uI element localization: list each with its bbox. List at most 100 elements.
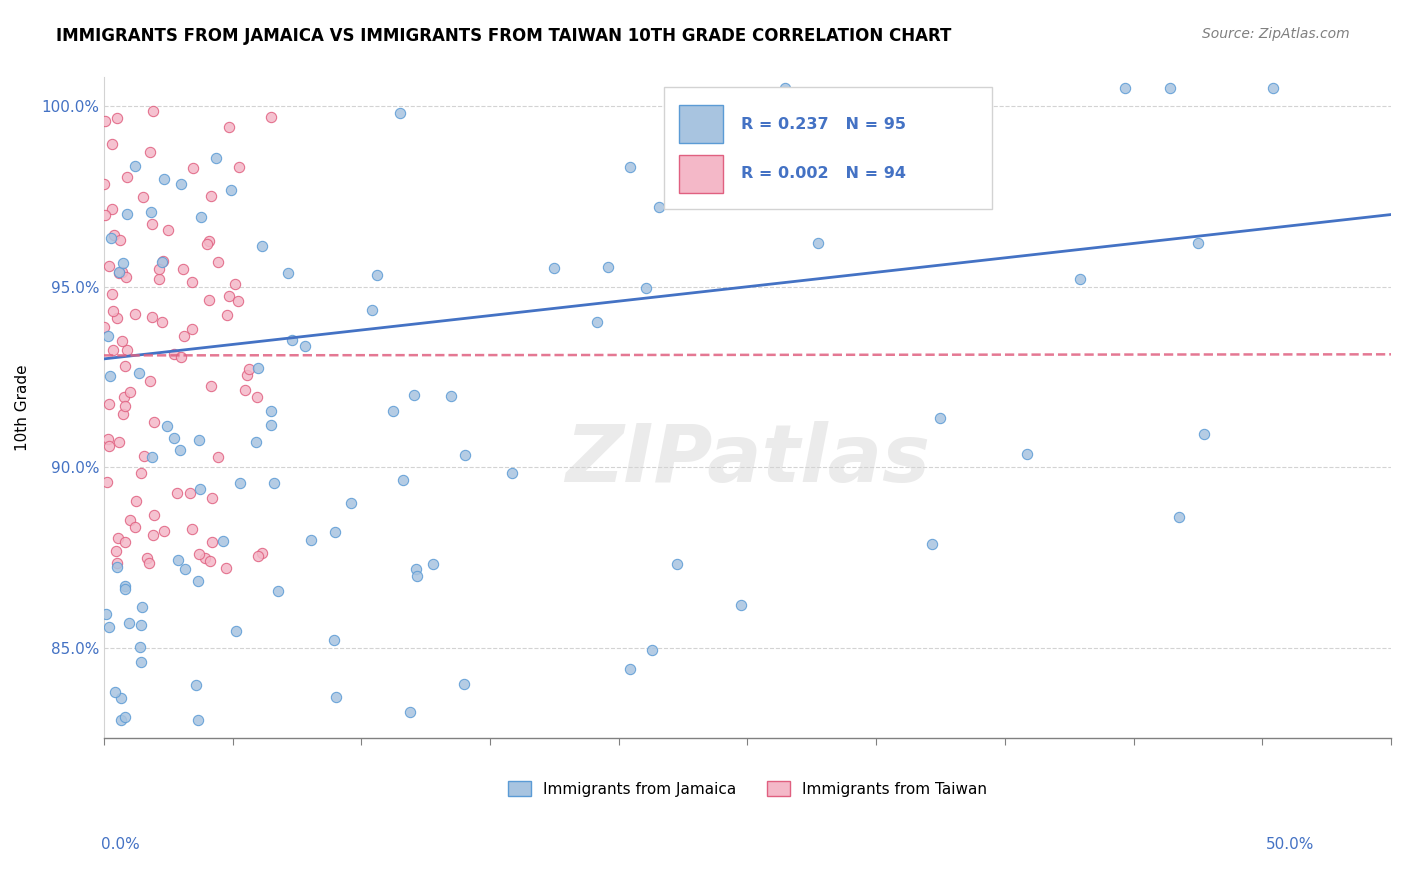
Point xyxy=(93,177,115,191)
Point xyxy=(114,399,136,413)
Point xyxy=(181,275,204,289)
Point xyxy=(187,433,209,447)
Point xyxy=(181,522,204,536)
Point xyxy=(115,170,138,185)
Point xyxy=(228,475,250,490)
Point xyxy=(97,440,120,454)
Point xyxy=(112,255,135,269)
Point xyxy=(139,205,162,219)
Point xyxy=(105,557,128,571)
Point xyxy=(124,307,146,321)
Point xyxy=(340,496,363,510)
Point xyxy=(128,366,150,380)
Point xyxy=(235,368,257,383)
Point xyxy=(281,333,304,347)
Point xyxy=(115,207,138,221)
Point xyxy=(93,319,115,334)
Point xyxy=(100,231,122,245)
Point xyxy=(218,289,240,303)
Point xyxy=(929,410,952,425)
Point xyxy=(139,374,162,388)
Point xyxy=(299,533,322,547)
Point xyxy=(174,562,197,576)
Point xyxy=(200,189,222,203)
Point xyxy=(180,322,202,336)
Point xyxy=(101,343,124,357)
Point xyxy=(139,145,162,159)
Point xyxy=(156,419,179,434)
Point xyxy=(136,550,159,565)
Point xyxy=(141,217,163,231)
Point xyxy=(114,359,136,374)
Point xyxy=(112,408,135,422)
Point xyxy=(260,418,283,433)
Point xyxy=(103,228,125,243)
Point xyxy=(322,633,344,648)
Point xyxy=(225,624,247,638)
Point xyxy=(163,431,186,445)
Point xyxy=(207,450,229,465)
Point xyxy=(93,207,115,221)
Point xyxy=(1069,271,1091,285)
Point xyxy=(131,618,153,632)
Point xyxy=(666,558,689,572)
Point xyxy=(453,677,475,691)
Point xyxy=(392,473,415,487)
Point xyxy=(132,449,155,463)
Point xyxy=(142,103,165,118)
Point xyxy=(169,178,191,192)
Point xyxy=(166,485,188,500)
Point xyxy=(112,390,135,404)
Point xyxy=(125,494,148,508)
Point xyxy=(150,255,173,269)
Point xyxy=(1261,81,1284,95)
Point xyxy=(323,524,346,539)
Point xyxy=(150,315,173,329)
FancyBboxPatch shape xyxy=(664,87,993,210)
Point xyxy=(97,432,120,446)
Point xyxy=(195,236,218,251)
Point xyxy=(104,544,127,558)
Point xyxy=(148,262,170,277)
Point xyxy=(246,360,269,375)
Point xyxy=(1192,427,1215,442)
Point xyxy=(118,513,141,527)
Point xyxy=(141,310,163,324)
Point xyxy=(110,691,132,706)
Point xyxy=(246,390,269,404)
Point xyxy=(921,537,943,551)
Point xyxy=(501,467,523,481)
Point xyxy=(97,259,120,273)
Point xyxy=(198,293,221,307)
Point xyxy=(115,343,138,357)
Point xyxy=(97,397,120,411)
Legend: Immigrants from Jamaica, Immigrants from Taiwan: Immigrants from Jamaica, Immigrants from… xyxy=(502,774,993,803)
Point xyxy=(114,579,136,593)
Point xyxy=(96,475,118,490)
Point xyxy=(169,442,191,457)
Point xyxy=(163,346,186,360)
Point xyxy=(101,287,124,301)
Point xyxy=(128,640,150,655)
Point xyxy=(188,483,211,497)
Point xyxy=(260,404,283,418)
Point xyxy=(596,260,619,275)
Point xyxy=(250,546,273,560)
Point xyxy=(97,328,120,343)
Point xyxy=(263,475,285,490)
Point xyxy=(238,361,260,376)
Point xyxy=(198,234,221,248)
Point xyxy=(422,557,444,571)
Point xyxy=(114,582,136,597)
Text: 0.0%: 0.0% xyxy=(101,837,141,852)
Point xyxy=(198,554,221,568)
Point xyxy=(246,549,269,563)
Point xyxy=(108,266,131,280)
Point xyxy=(103,685,125,699)
Point xyxy=(138,556,160,570)
Point xyxy=(152,254,174,268)
Point xyxy=(194,551,217,566)
Point xyxy=(245,434,267,449)
Point xyxy=(153,524,176,538)
Point xyxy=(181,161,204,175)
